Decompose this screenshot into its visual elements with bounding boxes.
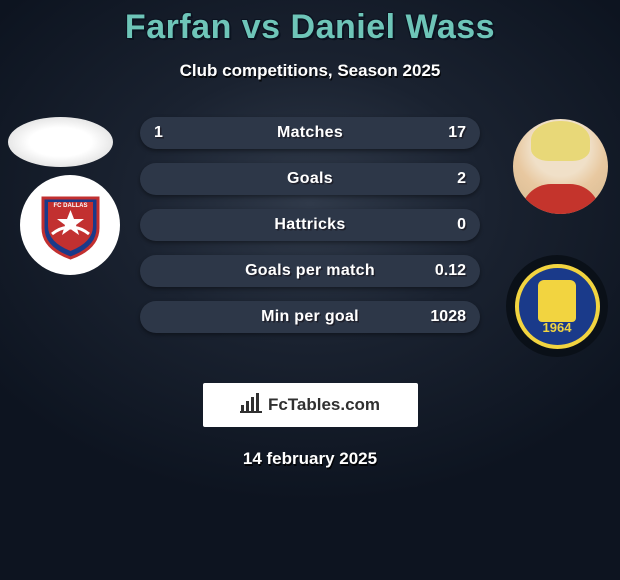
- svg-text:FC DALLAS: FC DALLAS: [53, 203, 87, 209]
- stats-arena: FC DALLAS 1964 1 Matches 17 Goals 2: [0, 117, 620, 377]
- stat-label: Goals per match: [245, 262, 375, 280]
- date-label: 14 february 2025: [0, 449, 620, 469]
- brand-label: FcTables.com: [268, 395, 380, 415]
- club-right-badge: 1964: [506, 255, 608, 357]
- stat-right-value: 1028: [430, 308, 466, 326]
- brand-box: FcTables.com: [203, 383, 418, 427]
- stat-left-value: 1: [154, 124, 163, 142]
- stat-right-value: 0.12: [435, 262, 466, 280]
- stat-right-value: 0: [457, 216, 466, 234]
- player-right-portrait: [513, 119, 608, 214]
- comparison-card: Farfan vs Daniel Wass Club competitions,…: [0, 0, 620, 580]
- stat-row-goals-per-match: Goals per match 0.12: [140, 255, 480, 287]
- stat-row-hattricks: Hattricks 0: [140, 209, 480, 241]
- stat-right-value: 17: [448, 124, 466, 142]
- stat-row-goals: Goals 2: [140, 163, 480, 195]
- stat-row-matches: 1 Matches 17: [140, 117, 480, 149]
- club-left-badge: FC DALLAS: [20, 175, 120, 275]
- player-left-portrait: [8, 117, 113, 167]
- bar-chart-icon: [240, 393, 262, 418]
- subtitle: Club competitions, Season 2025: [0, 61, 620, 81]
- brondby-year: 1964: [543, 320, 572, 335]
- page-title: Farfan vs Daniel Wass: [0, 0, 620, 47]
- stat-right-value: 2: [457, 170, 466, 188]
- stat-label: Hattricks: [274, 216, 345, 234]
- stat-row-min-per-goal: Min per goal 1028: [140, 301, 480, 333]
- brondby-crest-icon: 1964: [515, 264, 600, 349]
- stat-label: Goals: [287, 170, 333, 188]
- stats-column: 1 Matches 17 Goals 2 Hattricks 0 Goals p…: [140, 117, 480, 347]
- stat-label: Matches: [277, 124, 343, 142]
- fc-dallas-crest-icon: FC DALLAS: [38, 190, 103, 260]
- stat-label: Min per goal: [261, 308, 359, 326]
